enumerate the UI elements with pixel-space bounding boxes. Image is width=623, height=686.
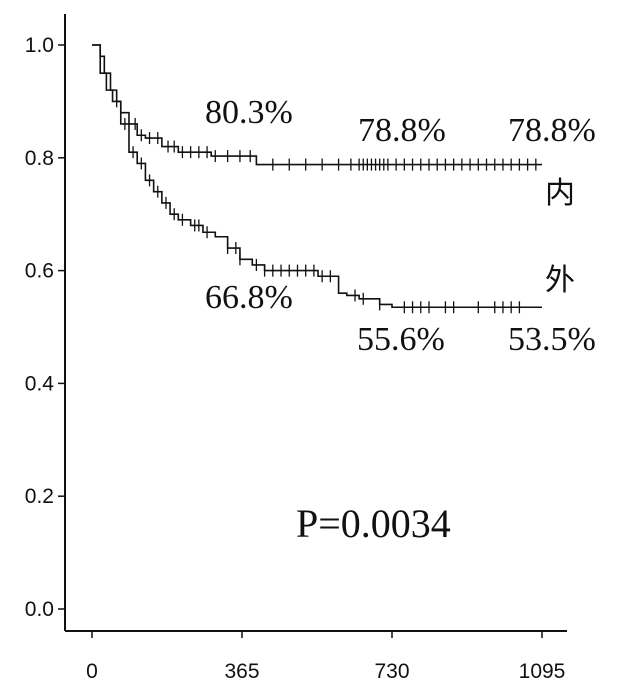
series-line-inner [92,44,542,166]
inner-annotation-2: 78.8% [358,112,446,149]
outer-annotation-1: 66.8% [205,279,293,316]
series-label-inner: 内 [545,176,575,211]
inner-annotation-3: 78.8% [508,112,596,149]
p-value: P=0.0034 [296,501,451,546]
x-tick-label: 365 [224,660,259,683]
x-tick-label: 730 [374,660,409,683]
curves [92,44,542,309]
y-tick-label: 0.8 [25,147,54,170]
x-ticks: 0 365 730 1095 [86,631,565,683]
x-tick-label: 0 [86,660,98,683]
x-tick-label: 1095 [519,660,566,683]
y-tick-label: 1.0 [25,34,54,57]
y-tick-label: 0.4 [25,372,55,395]
outer-annotation-2: 55.6% [357,321,445,358]
y-tick-label: 0.2 [25,485,54,508]
outer-annotation-3: 53.5% [508,321,596,358]
y-tick-label: 0.0 [25,598,54,621]
y-tick-label: 0.6 [25,260,54,283]
inner-annotation-1: 80.3% [205,94,293,131]
series-label-outer: 外 [545,263,575,298]
y-ticks: 0.0 0.2 0.4 0.6 0.8 1.0 [25,34,65,621]
series-line-outer [92,44,542,309]
censor-marks [116,95,537,314]
